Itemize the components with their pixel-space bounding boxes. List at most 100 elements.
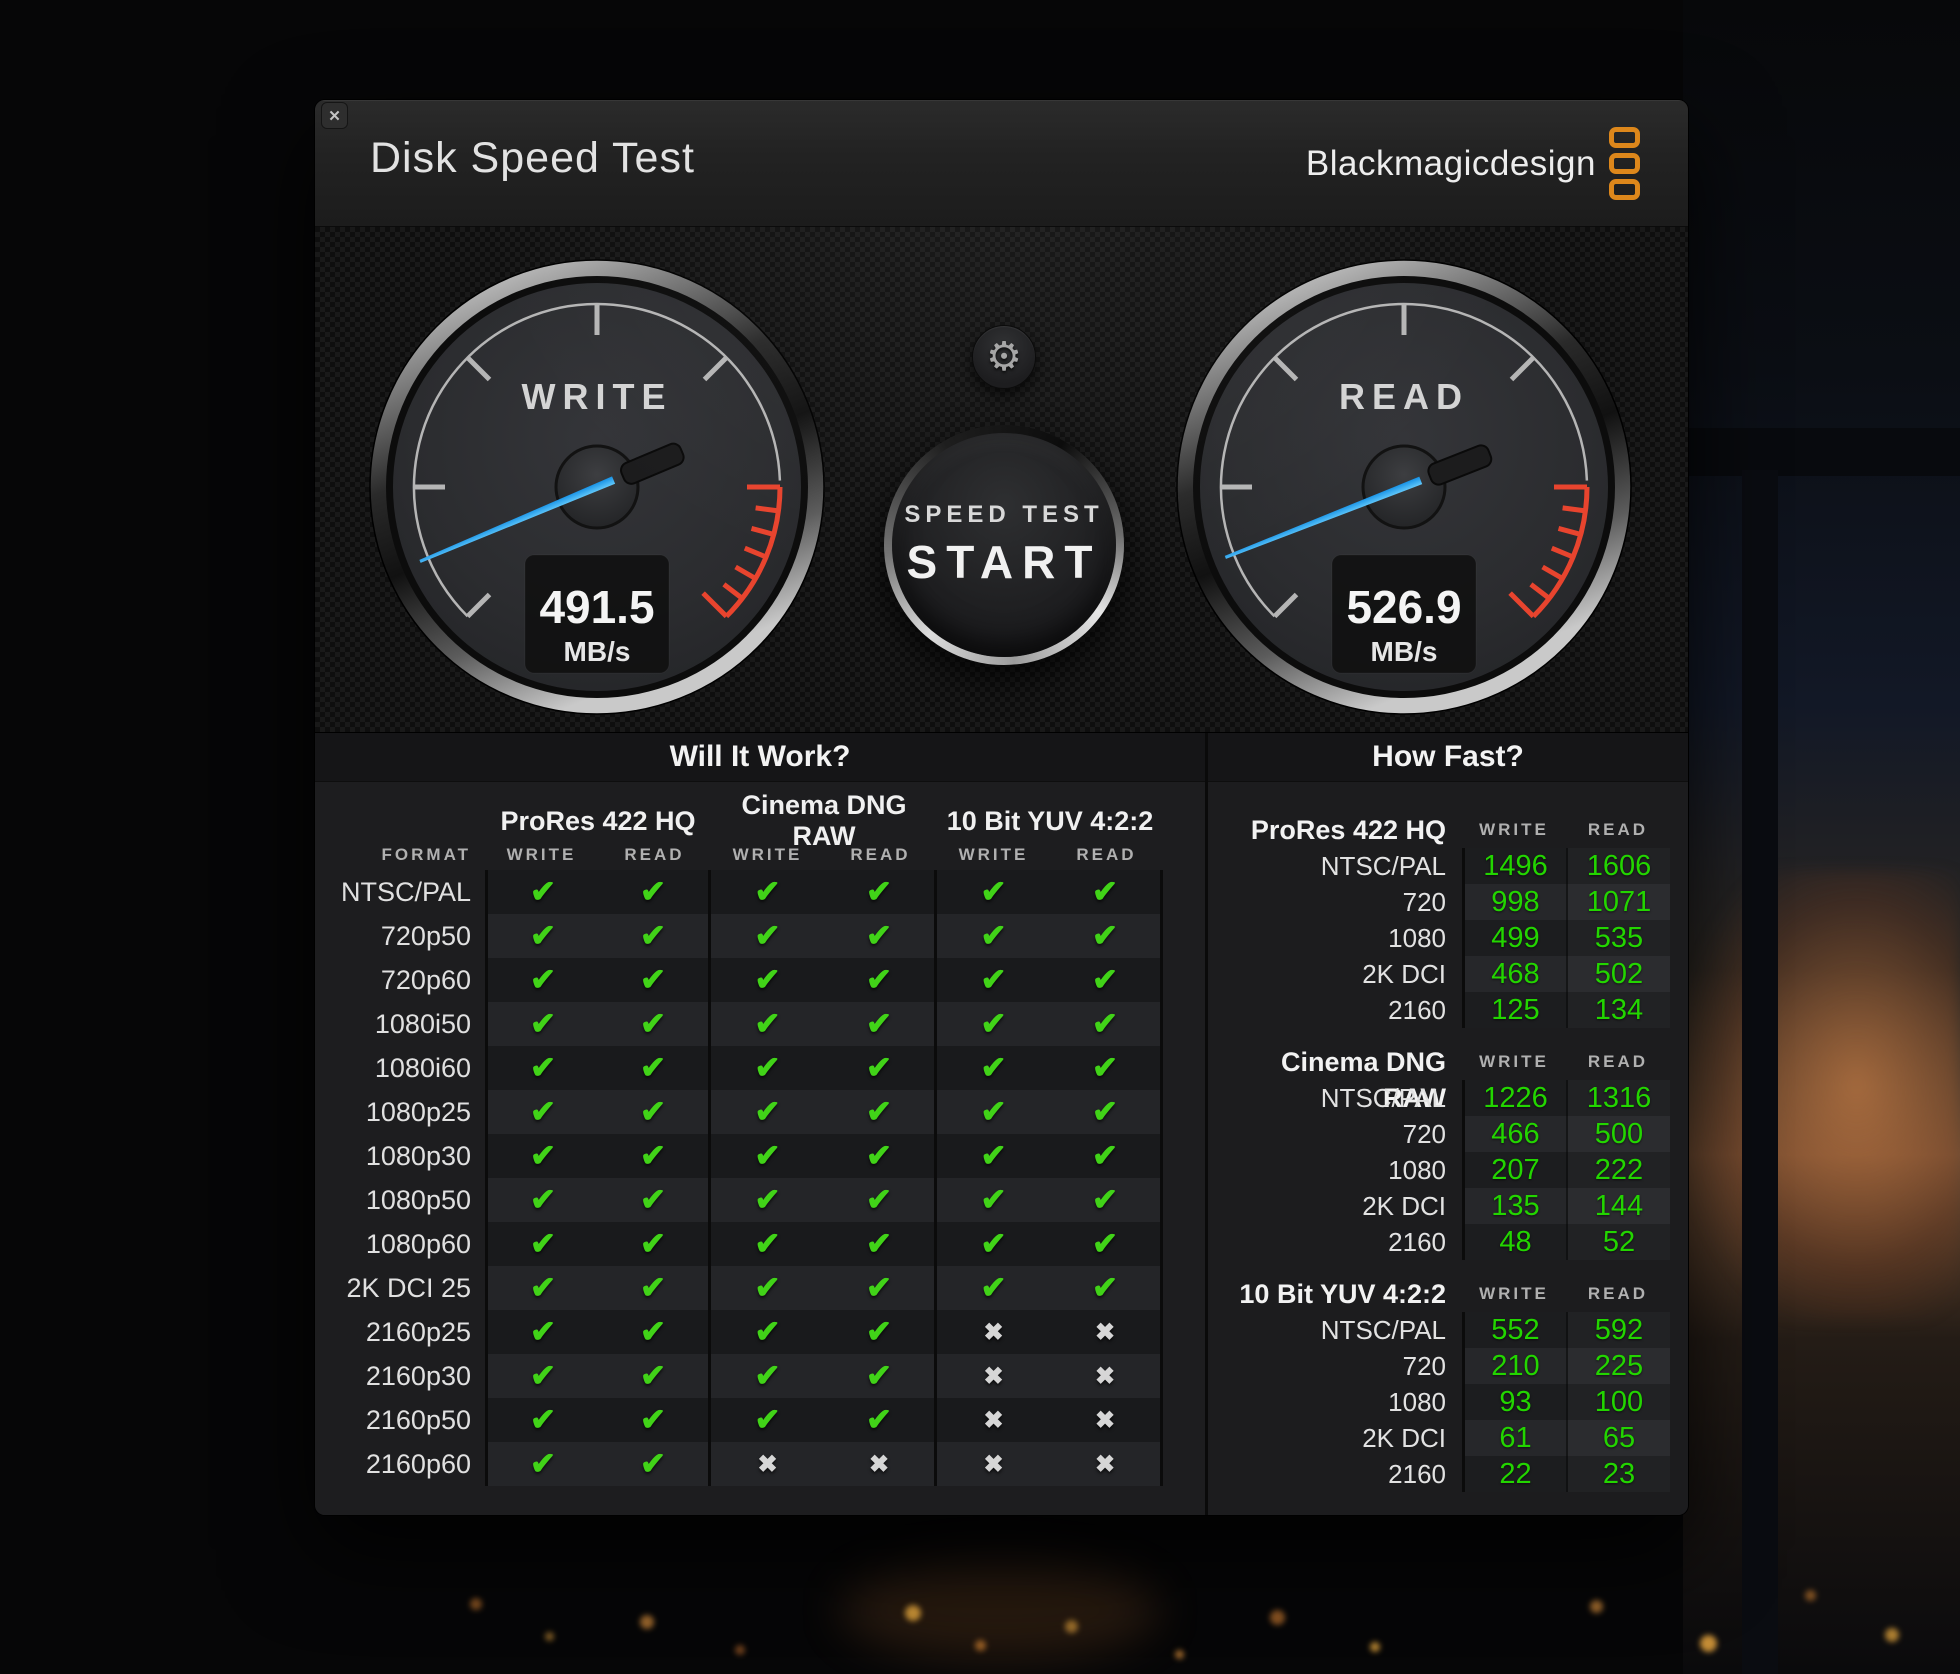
result-cell: ✔ <box>485 958 598 1002</box>
check-icon: ✔ <box>754 874 781 909</box>
result-cell: ✔ <box>598 870 711 914</box>
read-value-cell: 23 <box>1566 1456 1670 1492</box>
result-cell: ✔ <box>485 1266 598 1310</box>
check-icon: ✔ <box>866 1314 892 1349</box>
start-button[interactable]: SPEED TEST START <box>884 425 1124 665</box>
write-read-header: WRITE <box>732 845 803 864</box>
format-row: 1080p50 ✔ ✔ ✔ ✔ ✔ ✔ <box>315 1178 1205 1222</box>
gauge-section: WRITE 491.5 MB/s ⚙ SPEED TEST START <box>315 227 1688 733</box>
write-value: 1226 <box>1483 1081 1548 1114</box>
write-value: 499 <box>1491 921 1540 954</box>
result-cell: ✔ <box>711 1222 824 1266</box>
result-cell: ✔ <box>937 1090 1050 1134</box>
format-label: 1080i60 <box>374 1053 471 1083</box>
result-cell: ✔ <box>824 1046 937 1090</box>
check-icon: ✔ <box>530 1358 556 1393</box>
start-button-subtitle: SPEED TEST <box>904 501 1104 528</box>
check-icon: ✔ <box>754 1094 781 1129</box>
result-cell: ✔ <box>824 1310 937 1354</box>
check-icon: ✔ <box>1092 1182 1118 1217</box>
speed-row: 2160 22 23 <box>1216 1456 1688 1492</box>
write-value-cell: 998 <box>1462 884 1566 920</box>
check-icon: ✔ <box>640 1182 666 1217</box>
resolution-label: 1080 <box>1388 1387 1446 1417</box>
write-value: 135 <box>1491 1189 1540 1222</box>
cross-icon: ✖ <box>757 1450 778 1478</box>
codec-group-headers: ProRes 422 HQ Cinema DNG RAW 10 Bit YUV 4:… <box>315 790 1205 851</box>
speed-row: 720 998 1071 <box>1216 884 1688 920</box>
format-row: 1080i60 ✔ ✔ ✔ ✔ ✔ ✔ <box>315 1046 1205 1090</box>
read-value-cell: 225 <box>1566 1348 1670 1384</box>
read-value-cell: 1071 <box>1566 884 1670 920</box>
codec-name: Cinema DNG RAW <box>1280 1047 1446 1113</box>
result-cell: ✔ <box>824 1002 937 1046</box>
speed-row: 720 466 500 <box>1216 1116 1688 1152</box>
settings-button[interactable]: ⚙ <box>972 325 1036 389</box>
speed-row: 720 210 225 <box>1216 1348 1688 1384</box>
result-cell: ✔ <box>937 1134 1050 1178</box>
check-icon: ✔ <box>754 918 781 953</box>
format-label: 2K DCI 25 <box>346 1273 471 1303</box>
resolution-label: 1080 <box>1388 1155 1446 1185</box>
speed-row: 1080 93 100 <box>1216 1384 1688 1420</box>
check-icon: ✔ <box>530 1314 556 1349</box>
result-cell: ✔ <box>485 1222 598 1266</box>
result-cell: ✔ <box>598 1354 711 1398</box>
wallpaper-sunset-glow <box>1688 870 1960 1320</box>
result-cell: ✔ <box>711 870 824 914</box>
result-cell: ✔ <box>1050 1046 1163 1090</box>
check-icon: ✔ <box>754 1050 781 1085</box>
read-value: 535 <box>1594 921 1644 954</box>
format-row: 2160p60 ✔ ✔ ✖ ✖ ✖ ✖ <box>315 1442 1205 1486</box>
check-icon: ✔ <box>640 1358 666 1393</box>
check-icon: ✔ <box>866 1006 892 1041</box>
result-cell: ✔ <box>711 1002 824 1046</box>
result-cell: ✔ <box>598 1442 711 1486</box>
check-icon: ✔ <box>640 1270 666 1305</box>
result-cell: ✖ <box>1050 1398 1163 1442</box>
read-value-cell: 100 <box>1566 1384 1670 1420</box>
read-value-cell: 134 <box>1566 992 1670 1028</box>
write-value: 998 <box>1491 885 1540 918</box>
format-row: 2160p25 ✔ ✔ ✔ ✔ ✖ ✖ <box>315 1310 1205 1354</box>
read-value-cell: 1316 <box>1566 1080 1670 1116</box>
read-value-cell: 502 <box>1566 956 1670 992</box>
result-cell: ✔ <box>937 914 1050 958</box>
result-cell: ✔ <box>485 1090 598 1134</box>
write-value: 61 <box>1499 1421 1532 1454</box>
check-icon: ✔ <box>866 1402 892 1437</box>
write-read-header: READ <box>850 845 911 864</box>
format-label: 2160p25 <box>365 1317 471 1347</box>
write-value-cell: 93 <box>1462 1384 1566 1420</box>
result-cell: ✔ <box>711 1266 824 1310</box>
title-bar[interactable]: ✕ Disk Speed Test Blackmagicdesign <box>315 100 1688 227</box>
read-value-cell: 1606 <box>1566 848 1670 884</box>
read-value-cell: 222 <box>1566 1152 1670 1188</box>
check-icon: ✔ <box>866 874 892 909</box>
column-group-header: ProRes 422 HQ <box>500 805 696 836</box>
resolution-label: 720 <box>1402 1351 1446 1381</box>
check-icon: ✔ <box>530 1050 556 1085</box>
close-button[interactable]: ✕ <box>321 102 348 129</box>
how-fast-table: ProRes 422 HQ WRITE READ NTSC/PAL 1496 1606 72… <box>1208 782 1688 1492</box>
write-value-cell: 135 <box>1462 1188 1566 1224</box>
how-fast-title: How Fast? <box>1208 733 1688 782</box>
check-icon: ✔ <box>640 962 666 997</box>
result-cell: ✔ <box>598 1090 711 1134</box>
read-gauge: READ 526.9 MB/s <box>1174 257 1634 717</box>
result-cell: ✔ <box>598 1046 711 1090</box>
format-label: 720p60 <box>380 965 471 995</box>
result-cell: ✔ <box>824 1090 937 1134</box>
write-read-header: READ <box>624 845 685 864</box>
read-value-cell: 535 <box>1566 920 1670 956</box>
read-unit: MB/s <box>1371 636 1438 667</box>
format-label: 1080p50 <box>365 1185 471 1215</box>
check-icon: ✔ <box>980 1270 1007 1305</box>
format-label: 2160p30 <box>365 1361 471 1391</box>
resolution-label: 2160 <box>1388 1459 1446 1489</box>
check-icon: ✔ <box>530 1402 556 1437</box>
check-icon: ✔ <box>754 962 781 997</box>
write-value-cell: 22 <box>1462 1456 1566 1492</box>
write-value: 93 <box>1499 1385 1532 1418</box>
format-label: 720p50 <box>380 921 471 951</box>
